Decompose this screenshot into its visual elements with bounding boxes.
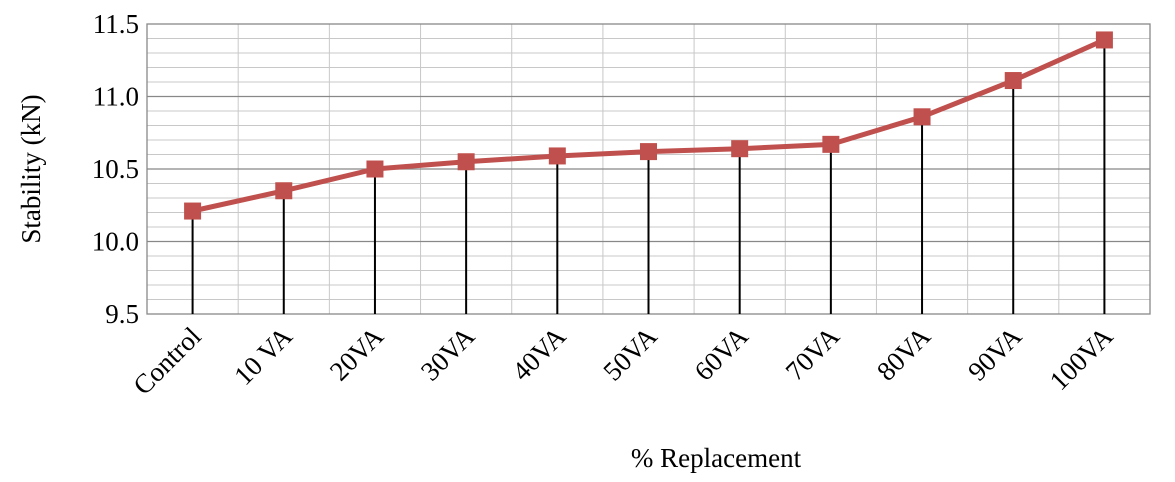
x-tick-label: 10 VA	[228, 321, 298, 391]
data-point-marker	[275, 182, 293, 200]
y-axis-title: Stability (kN)	[16, 94, 46, 243]
y-tick-label: 11.0	[93, 82, 139, 112]
y-tick-label: 9.5	[105, 299, 139, 329]
data-point-marker	[457, 153, 475, 171]
x-tick-label: 80VA	[871, 321, 937, 387]
x-tick-label: 90VA	[962, 321, 1028, 387]
x-tick-label: 100VA	[1044, 321, 1119, 396]
data-point-marker	[1004, 72, 1022, 90]
x-axis-title: % Replacement	[631, 443, 802, 473]
x-tick-label: 70VA	[780, 321, 846, 387]
x-tick-label: 50VA	[597, 321, 663, 387]
markers	[184, 31, 1113, 220]
x-tick-label: 20VA	[324, 321, 390, 387]
x-tick-label: 60VA	[688, 321, 754, 387]
drop-lines	[191, 39, 1106, 314]
data-point-marker	[548, 147, 566, 165]
y-tick-label: 11.5	[93, 9, 139, 39]
data-point-marker	[366, 160, 384, 178]
data-point-marker	[184, 202, 202, 220]
x-tick-label: Control	[127, 321, 207, 401]
x-tick-label: 40VA	[506, 321, 572, 387]
y-tick-labels: 9.5 10.0 10.5 11.0 11.5	[92, 9, 139, 329]
data-point-marker	[640, 143, 657, 161]
x-tick-labels: Control 10 VA 20VA 30VA 40VA 50VA 60VA 70VA 80VA…	[127, 321, 1119, 401]
data-point-marker	[1095, 31, 1113, 49]
y-tick-label: 10.0	[92, 227, 139, 257]
data-point-marker	[822, 135, 840, 153]
y-tick-label: 10.5	[92, 154, 139, 184]
data-point-marker	[731, 140, 749, 158]
x-tick-label: 30VA	[415, 321, 481, 387]
data-point-marker	[913, 108, 931, 126]
